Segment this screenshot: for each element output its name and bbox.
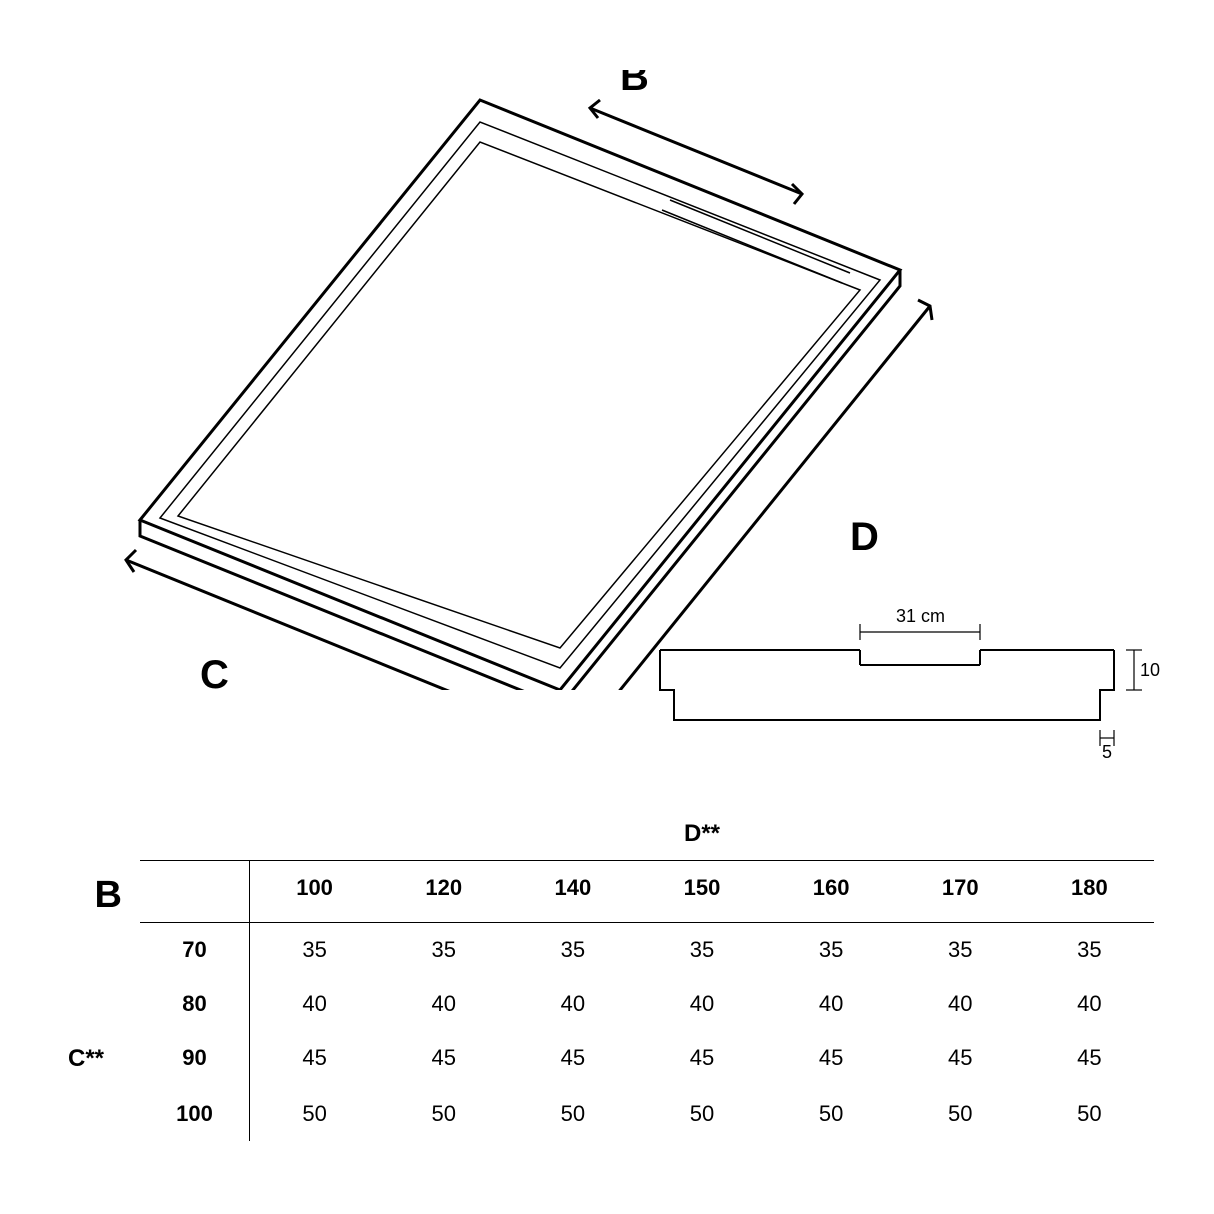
section-width-label: 31 cm (896, 606, 945, 626)
row-head: 100 (140, 1087, 250, 1141)
cell: 35 (637, 923, 766, 977)
section-diagram: 31 cm 10 5 (640, 600, 1170, 760)
cell: 50 (767, 1087, 896, 1141)
col-head: 100 (250, 860, 379, 923)
cell: 45 (508, 1031, 637, 1087)
row-head: 70 (140, 923, 250, 977)
col-head: 120 (379, 860, 508, 923)
cell: 40 (1025, 977, 1154, 1031)
row-head: 80 (140, 977, 250, 1031)
cell: 50 (1025, 1087, 1154, 1141)
cell: 35 (1025, 923, 1154, 977)
cell: 50 (896, 1087, 1025, 1141)
page: B D C 31 cm 10 5 (0, 0, 1214, 1214)
cell: 50 (637, 1087, 766, 1141)
cell: 40 (637, 977, 766, 1031)
cell: 45 (379, 1031, 508, 1087)
cell: 45 (250, 1031, 379, 1087)
cell: 45 (637, 1031, 766, 1087)
cell: 35 (379, 923, 508, 977)
label-c: C (200, 653, 229, 690)
cell: 40 (767, 977, 896, 1031)
col-head: 150 (637, 860, 766, 923)
cell: 45 (1025, 1031, 1154, 1087)
col-head: 140 (508, 860, 637, 923)
cell: 40 (896, 977, 1025, 1031)
col-head: 170 (896, 860, 1025, 923)
label-b: B (620, 70, 649, 99)
cell: 35 (896, 923, 1025, 977)
section-height-label: 10 (1140, 660, 1160, 680)
cell: 35 (508, 923, 637, 977)
col-head: 160 (767, 860, 896, 923)
label-d: D (850, 515, 879, 559)
cell: 45 (767, 1031, 896, 1087)
cell: 50 (250, 1087, 379, 1141)
cell: 45 (896, 1031, 1025, 1087)
cell: 40 (379, 977, 508, 1031)
section-foot-label: 5 (1102, 742, 1112, 760)
row-axis-label: C** (60, 1031, 140, 1087)
cell: 50 (379, 1087, 508, 1141)
cell: 40 (250, 977, 379, 1031)
row-head: 90 (140, 1031, 250, 1087)
col-head: 180 (1025, 860, 1154, 923)
dimension-table: D**B100120140150160170180703535353535353… (60, 820, 1154, 1141)
col-axis-label: D** (250, 820, 1154, 860)
cell: 40 (508, 977, 637, 1031)
isometric-diagram: B D C (60, 70, 980, 690)
corner-label: B (60, 860, 140, 923)
cell: 50 (508, 1087, 637, 1141)
cell: 35 (767, 923, 896, 977)
cell: 35 (250, 923, 379, 977)
